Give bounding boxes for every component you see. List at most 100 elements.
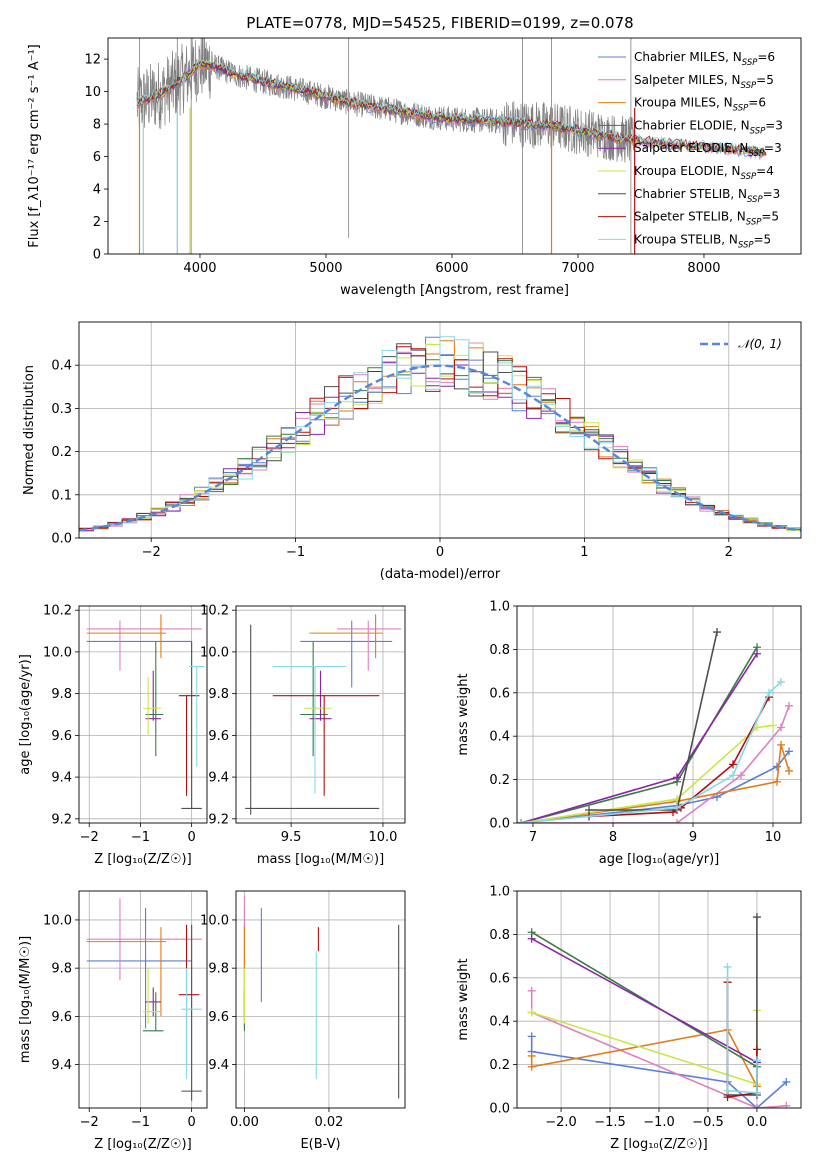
legend-subscript: SSP [750,126,766,136]
x-tick-label: −0.5 [692,1115,724,1130]
y-tick-label: 0.8 [489,928,510,943]
x-tick-label: −1 [131,1115,150,1130]
series-kroupa-elodie [527,1006,761,1089]
plot-area-mass_vs_Z [86,898,202,1101]
data-point-marker [785,747,793,756]
y-axis-label: mass weight [456,673,471,755]
y-tick-label: 10.0 [200,645,229,660]
x-tick-label: 7 [529,830,537,845]
data-point-marker [527,1032,536,1041]
legend-entry: Kroupa MILES, NSSP=6 [634,96,766,114]
x-axis-label: E(B-V) [300,1137,340,1152]
x-tick-label: 4000 [183,261,216,276]
data-point-marker [777,723,785,732]
x-tick-label: 0 [187,830,195,845]
data-point-marker [752,1056,761,1065]
y-tick-label: 0.1 [51,488,72,503]
y-tick-label: 9.2 [51,812,72,827]
series-chabrier-stelib [723,913,761,1099]
plot-area-mass_vs_EBV [243,895,400,1099]
axes-frame [78,605,208,824]
y-tick-label: 0.3 [51,402,72,417]
legend-entry: Salpeter ELODIE, NSSP=3 [634,141,782,159]
spectrum-legend: Chabrier MILES, NSSP=6 Salpeter MILES, NS… [598,50,783,250]
errorbar-kroupa-miles [309,614,383,659]
data-point-marker [527,1062,536,1071]
plot-area-age_vs_mass [245,614,402,815]
data-point-marker [729,760,737,769]
axes-frame [78,321,802,539]
series-salpeter-elodie [517,649,761,823]
data-point-marker [713,628,721,637]
frame-weight_vs_age: 7 8 9 10 0.0 0.2 0.4 0.6 0.8 1.0 age [log₁₀(age/yr… [456,600,802,867]
axes-mass_vs_Z: −2 −1 0 9.4 9.6 9.8 10.0 Z [log₁₀(Z/Z☉)] mass [l… [18,890,208,1152]
axes-residuals: −2 −1 0 1 2 0.0 0.1 0.2 0.3 0.4 (data-model)/error… [22,321,802,582]
data-point-marker [769,721,777,730]
plot-area-weight_vs_age [517,628,793,823]
legend-subscript: SSP [733,104,749,114]
frame-weight_vs_Z: −2.0 −1.5 −1.0 −0.5 0.0 0.0 0.2 0.4 0.6 0.8 1.0 Z [… [456,885,802,1152]
x-tick-label: 0.00 [230,1115,259,1130]
series-line [521,705,790,823]
x-tick-label: 1 [580,545,588,560]
errorbar-kroupa-elodie [143,968,161,1024]
x-axis-label: Z [log₁₀(Z/Z☉)] [94,852,191,867]
x-axis-label: mass [log₁₀(M/M☉)] [257,852,384,867]
y-tick-label: 0.4 [51,359,72,374]
series-line [520,681,782,823]
errorbar-salpeter-miles [86,620,202,671]
legend-subscript: SSP [748,149,764,159]
legend-count: =5 [754,232,772,246]
errorbar-salpeter-miles [86,898,202,981]
series-line [726,917,758,1096]
y-tick-label: 10.0 [43,913,72,928]
axes-frame [235,605,406,824]
y-axis-label: mass weight [456,958,471,1040]
legend-subscript: SSP [741,81,757,91]
legend-count: =3 [764,141,782,155]
series-kroupa-miles [527,1025,761,1091]
y-tick-label: 0.2 [489,773,510,788]
errorbar-kroupa-elodie [143,676,161,736]
data-point-marker [773,777,781,786]
y-tick-label: 0.8 [489,643,510,658]
legend-subscript: SSP [746,218,762,228]
axes-frame [78,890,208,1109]
legend-count: =3 [763,187,781,201]
plots: 4000 5000 6000 7000 8000024681012wavelength … [18,37,802,1152]
spectrum-data-line [136,38,635,163]
y-tick-label: 0.0 [489,817,510,832]
x-tick-label: 9.5 [281,830,302,845]
y-tick-label: 0.6 [489,686,510,701]
axes-frame [235,890,406,1109]
x-tick-label: 0.02 [314,1115,343,1130]
x-tick-label: −1.0 [643,1115,675,1130]
axes-age_vs_mass: 9.5 10.0 9.2 9.4 9.6 9.8 10.0 10.2 mass [log₁₀(M… [200,604,406,867]
errorbar-kroupa-stelib [181,968,202,1080]
y-tick-label: 0.4 [489,730,510,745]
frame-mass_vs_EBV: 0.00 0.02 9.4 9.6 9.8 10.0 E(B-V) [200,890,406,1152]
legend-count: =6 [748,96,766,110]
x-tick-label: −1 [286,545,305,560]
x-tick-label: 5000 [309,261,342,276]
legend-count: =5 [761,210,779,224]
x-axis-label: age [log₁₀(age/yr)] [599,852,720,867]
data-point-marker [527,1008,536,1017]
data-point-marker [765,688,773,697]
x-tick-label: 2 [725,545,733,560]
plot-area-age_vs_Z [86,614,205,809]
series-kroupa-stelib [517,677,785,823]
y-tick-label: 9.6 [208,729,229,744]
data-point-marker [527,986,536,995]
data-point-marker [752,913,761,922]
axes-mass_vs_EBV: 0.00 0.02 9.4 9.6 9.8 10.0 E(B-V) [200,890,406,1152]
model-line-salpeter-stelib [136,60,767,156]
errorbar-chabrier-stelib [245,624,380,815]
y-tick-label: 2 [93,215,101,230]
y-tick-label: 10.0 [200,913,229,928]
x-tick-label: 0.0 [747,1115,768,1130]
errorbar-kroupa-miles [86,614,167,659]
data-point-marker [723,962,732,971]
x-tick-label: −1.5 [594,1115,626,1130]
